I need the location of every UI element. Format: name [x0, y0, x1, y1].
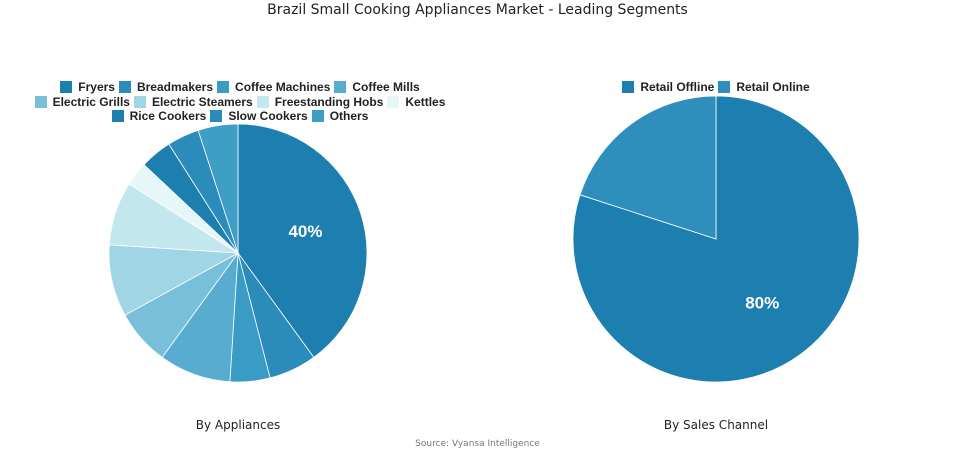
subtitle-appliances: By Appliances — [195, 418, 281, 432]
legend-label: Coffee Mills — [352, 80, 420, 94]
legend-item[interactable]: Retail Offline — [622, 80, 714, 95]
legend-label: Coffee Machines — [235, 80, 331, 94]
legend-appliances: Fryers Breadmakers Coffee Machines Coffee M… — [15, 80, 465, 124]
legend-swatch — [210, 110, 223, 123]
legend-item[interactable]: Coffee Machines — [217, 80, 330, 95]
legend-item[interactable]: Retail Online — [718, 80, 810, 95]
legend-swatch — [60, 81, 73, 94]
subtitle-sales-channel: By Sales Channel — [663, 418, 769, 432]
legend-item[interactable]: Rice Cookers — [111, 109, 207, 124]
legend-swatch — [387, 95, 400, 108]
pie-slice[interactable] — [237, 123, 368, 358]
legend-item[interactable]: Kettles — [387, 95, 445, 110]
legend-swatch — [718, 81, 731, 94]
legend-swatch — [311, 110, 324, 123]
legend-label: Freestanding Hobs — [274, 94, 384, 109]
chart-title: Brazil Small Cooking Appliances Market -… — [267, 2, 688, 18]
legend-swatch — [118, 81, 131, 94]
legend-swatch — [34, 95, 47, 108]
legend-label: Electric Grills — [52, 94, 130, 109]
legend-label: Breadmakers — [136, 80, 214, 94]
legend-item[interactable]: Coffee Mills — [334, 80, 420, 95]
data-label: 80% — [745, 294, 779, 313]
legend-item[interactable]: Electric Steamers — [133, 94, 253, 110]
legend-sales-channel: Retail Offline Retail Online — [566, 80, 866, 95]
legend-item[interactable]: Electric Grills — [34, 94, 130, 110]
legend-swatch — [334, 81, 347, 94]
pie-slice[interactable] — [579, 95, 717, 240]
data-label: 40% — [288, 222, 322, 241]
legend-label: Retail Offline — [640, 80, 715, 94]
legend-swatch — [256, 95, 269, 108]
legend-label: Retail Online — [736, 80, 810, 94]
legend-item[interactable]: Breadmakers — [118, 80, 214, 95]
legend-label: Kettles — [405, 94, 446, 109]
legend-item[interactable]: Others — [311, 109, 369, 124]
legend-swatch — [111, 110, 124, 123]
legend-item[interactable]: Freestanding Hobs — [256, 94, 384, 110]
pie-slice[interactable] — [197, 123, 239, 254]
legend-swatch — [217, 81, 230, 94]
legend-label: Fryers — [78, 80, 115, 94]
legend-swatch — [133, 95, 146, 108]
legend-swatch — [622, 81, 635, 94]
legend-label: Electric Steamers — [151, 94, 253, 109]
legend-item[interactable]: Fryers — [60, 80, 115, 95]
source-note: Source: Vyansa Intelligence — [415, 439, 540, 449]
legend-item[interactable]: Slow Cookers — [210, 109, 308, 124]
legend-label: Rice Cookers — [129, 109, 207, 123]
legend-label: Others — [329, 109, 369, 123]
legend-label: Slow Cookers — [228, 109, 308, 123]
